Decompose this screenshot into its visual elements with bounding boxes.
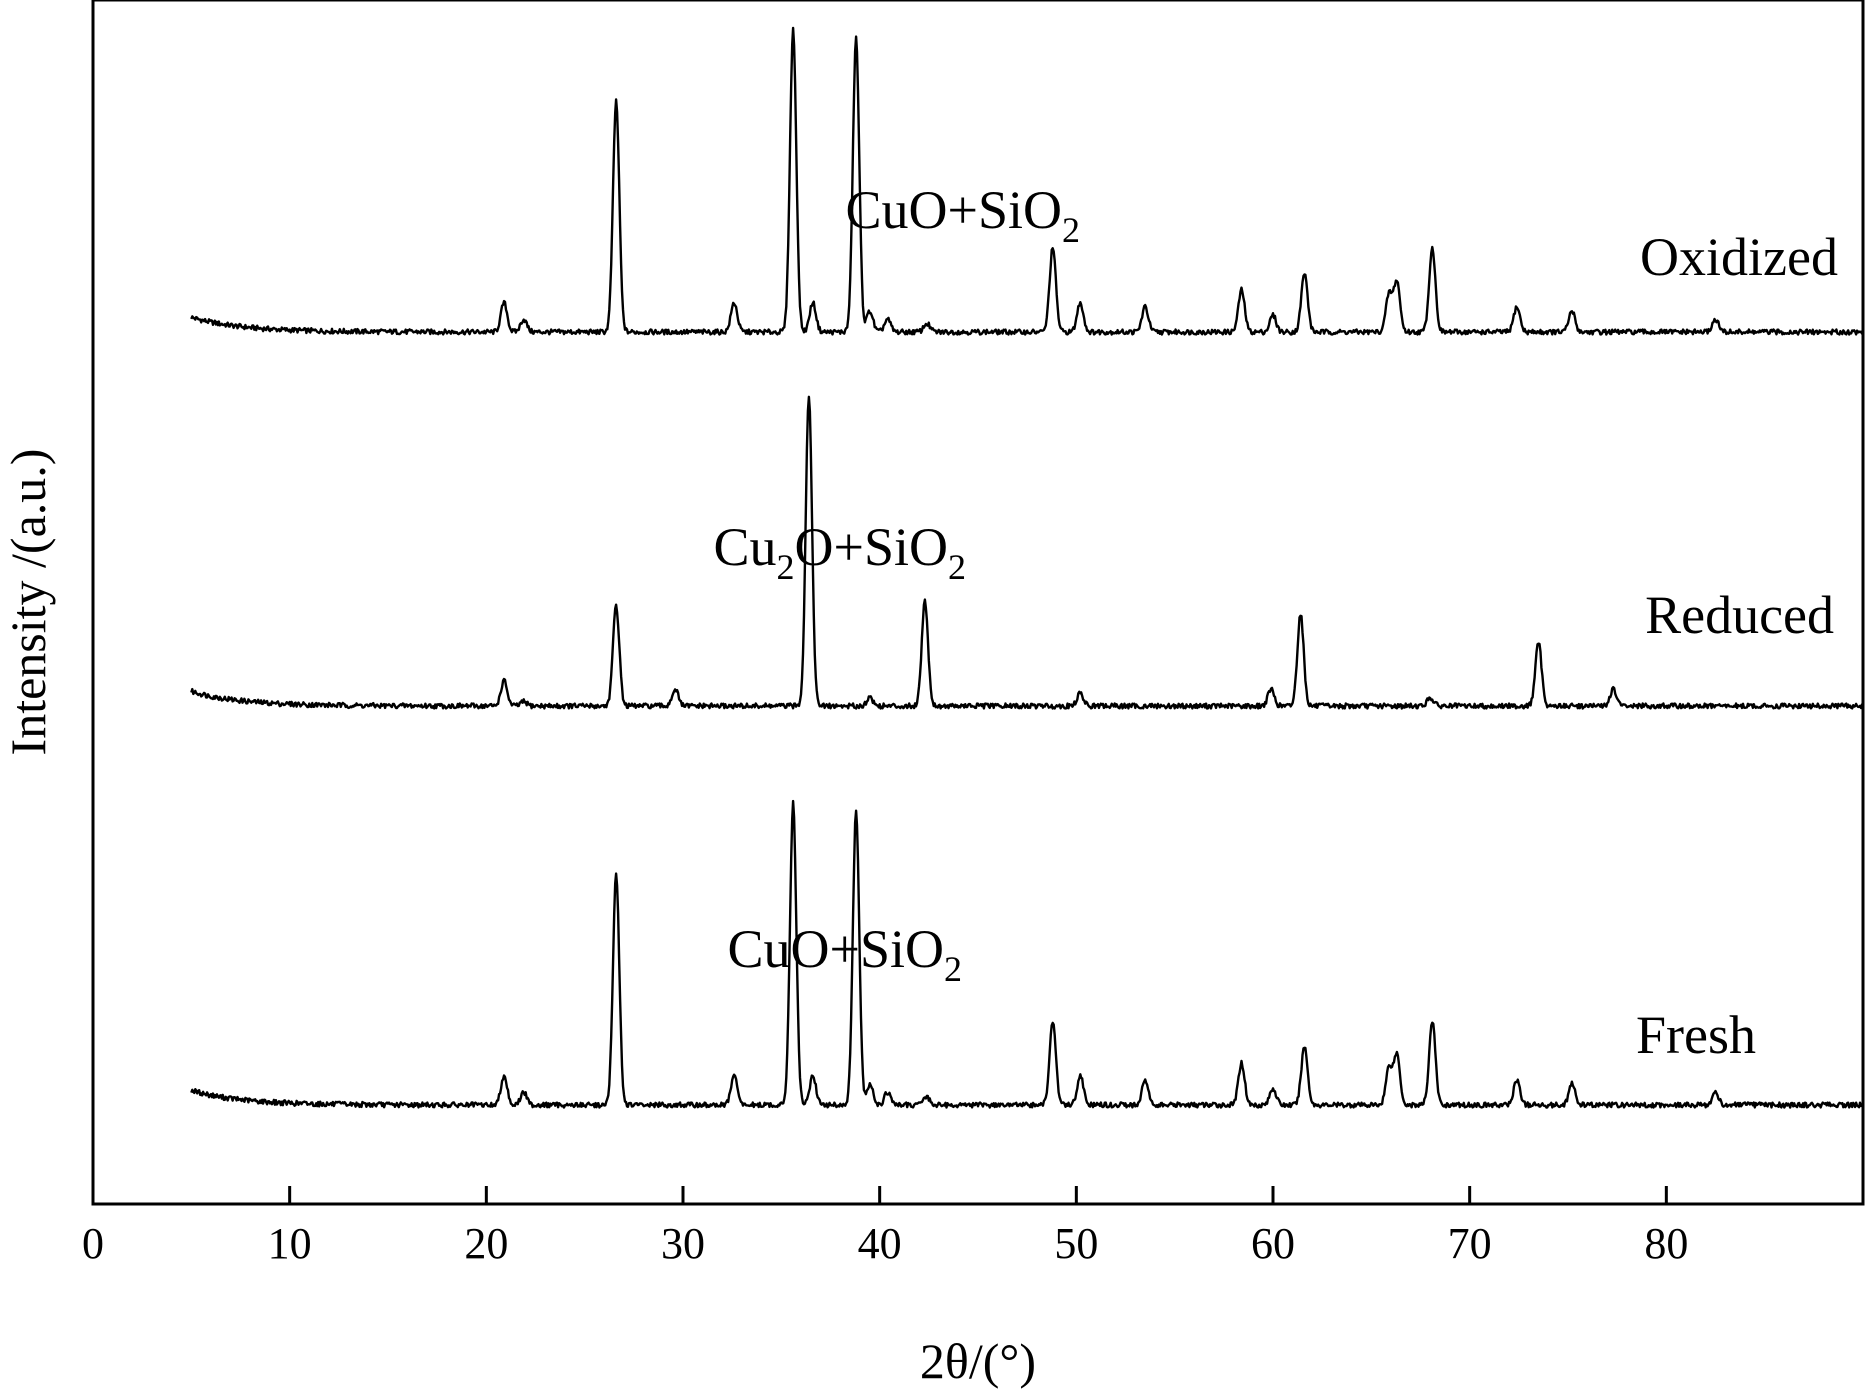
x-tick-label-0: 0	[82, 1219, 104, 1268]
plot-frame	[91, 0, 1865, 1206]
x-tick-label-80: 80	[1644, 1219, 1688, 1268]
phase-label-part: CuO+SiO	[845, 180, 1062, 240]
x-tick-label-40: 40	[858, 1219, 902, 1268]
phase-label-part: 2	[1062, 210, 1080, 250]
phase-label-part: CuO+SiO	[727, 919, 944, 979]
series-label-oxidized: Oxidized	[1640, 227, 1838, 287]
series-line-oxidized	[190, 26, 1865, 336]
x-tick-label-70: 70	[1448, 1219, 1492, 1268]
series-line-reduced	[190, 395, 1864, 710]
phase-label-part: Cu	[713, 517, 776, 577]
phase-label-oxidized: CuO+SiO2	[845, 180, 1080, 250]
series-line-fresh	[190, 799, 1865, 1109]
x-tick-label-60: 60	[1251, 1219, 1295, 1268]
y-axis-title: Intensity /(a.u.)	[0, 449, 56, 756]
series-group	[190, 26, 1865, 1109]
phase-label-part: O+SiO	[795, 517, 948, 577]
x-tick-label-30: 30	[661, 1219, 705, 1268]
phase-label-reduced: Cu2O+SiO2	[713, 517, 966, 587]
labels-group: OxidizedCuO+SiO2ReducedCu2O+SiO2FreshCuO…	[713, 180, 1838, 1065]
x-tick-label-50: 50	[1054, 1219, 1098, 1268]
phase-label-part: 2	[944, 949, 962, 989]
phase-label-part: 2	[948, 547, 966, 587]
x-tick-label-10: 10	[268, 1219, 312, 1268]
x-tick-label-20: 20	[464, 1219, 508, 1268]
phase-label-part: 2	[777, 547, 795, 587]
series-label-reduced: Reduced	[1645, 585, 1834, 645]
phase-label-fresh: CuO+SiO2	[727, 919, 962, 989]
x-ticks: 0 10 20 30 40 50 60 70 80	[82, 1186, 1688, 1268]
x-axis-title: 2θ/(°)	[920, 1333, 1036, 1389]
series-label-fresh: Fresh	[1636, 1005, 1756, 1065]
